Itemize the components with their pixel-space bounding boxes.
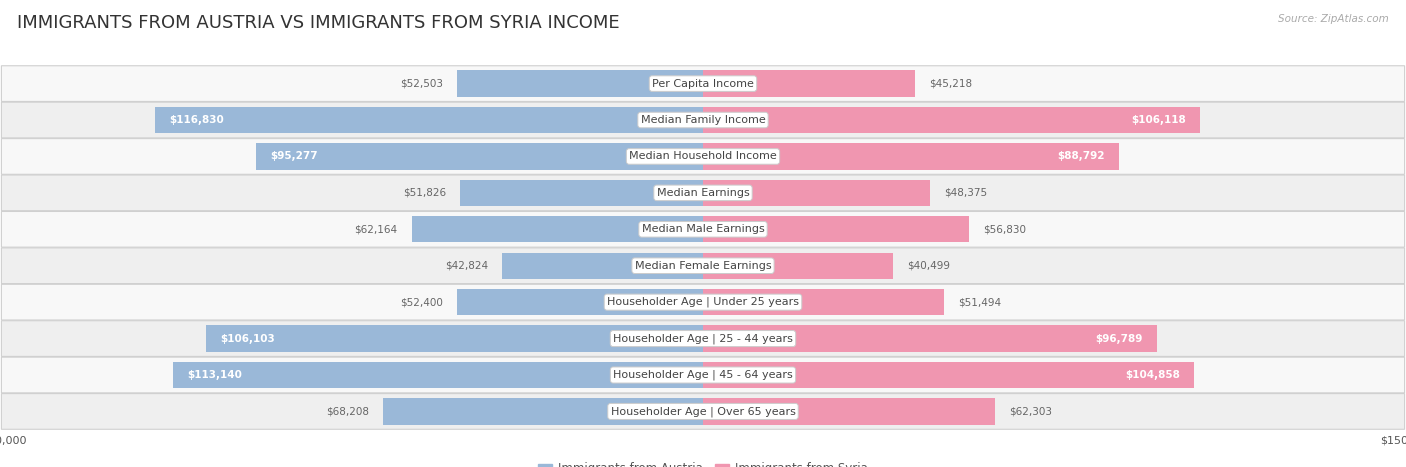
Bar	[502, 253, 703, 279]
FancyBboxPatch shape	[1, 321, 1405, 356]
Text: $48,375: $48,375	[943, 188, 987, 198]
FancyBboxPatch shape	[1, 357, 1405, 393]
Bar	[703, 362, 1195, 388]
Bar	[703, 398, 995, 425]
Text: Median Earnings: Median Earnings	[657, 188, 749, 198]
Text: $40,499: $40,499	[907, 261, 950, 271]
FancyBboxPatch shape	[1, 139, 1405, 174]
Text: IMMIGRANTS FROM AUSTRIA VS IMMIGRANTS FROM SYRIA INCOME: IMMIGRANTS FROM AUSTRIA VS IMMIGRANTS FR…	[17, 14, 620, 32]
Bar	[457, 289, 703, 315]
Text: Householder Age | Under 25 years: Householder Age | Under 25 years	[607, 297, 799, 307]
Text: Median Family Income: Median Family Income	[641, 115, 765, 125]
Bar	[256, 143, 703, 170]
Text: $52,400: $52,400	[401, 297, 443, 307]
Bar	[457, 71, 703, 97]
FancyBboxPatch shape	[1, 212, 1405, 247]
Text: $62,303: $62,303	[1010, 406, 1052, 417]
Text: Median Household Income: Median Household Income	[628, 151, 778, 162]
Text: $88,792: $88,792	[1057, 151, 1105, 162]
Text: $42,824: $42,824	[446, 261, 488, 271]
Text: Householder Age | 25 - 44 years: Householder Age | 25 - 44 years	[613, 333, 793, 344]
Bar	[460, 180, 703, 206]
FancyBboxPatch shape	[1, 175, 1405, 211]
Bar	[205, 325, 703, 352]
Bar	[156, 107, 703, 133]
Bar	[703, 325, 1157, 352]
Text: $106,118: $106,118	[1132, 115, 1187, 125]
FancyBboxPatch shape	[1, 394, 1405, 429]
Text: $106,103: $106,103	[219, 333, 274, 344]
Bar	[412, 216, 703, 242]
Text: Median Female Earnings: Median Female Earnings	[634, 261, 772, 271]
FancyBboxPatch shape	[1, 66, 1405, 101]
Text: Median Male Earnings: Median Male Earnings	[641, 224, 765, 234]
Text: $62,164: $62,164	[354, 224, 398, 234]
Bar	[703, 71, 915, 97]
Text: $51,494: $51,494	[959, 297, 1001, 307]
Text: $113,140: $113,140	[187, 370, 242, 380]
Text: $68,208: $68,208	[326, 406, 370, 417]
FancyBboxPatch shape	[1, 248, 1405, 283]
Text: $45,218: $45,218	[929, 78, 972, 89]
Text: Per Capita Income: Per Capita Income	[652, 78, 754, 89]
Text: $56,830: $56,830	[983, 224, 1026, 234]
Text: Householder Age | 45 - 64 years: Householder Age | 45 - 64 years	[613, 370, 793, 380]
Bar	[703, 107, 1201, 133]
FancyBboxPatch shape	[1, 284, 1405, 320]
Bar	[703, 253, 893, 279]
Text: $51,826: $51,826	[404, 188, 446, 198]
Text: $95,277: $95,277	[270, 151, 318, 162]
Text: Householder Age | Over 65 years: Householder Age | Over 65 years	[610, 406, 796, 417]
Text: Source: ZipAtlas.com: Source: ZipAtlas.com	[1278, 14, 1389, 24]
Bar	[703, 216, 969, 242]
Text: $96,789: $96,789	[1095, 333, 1143, 344]
Bar	[703, 289, 945, 315]
Text: $104,858: $104,858	[1125, 370, 1181, 380]
Text: $52,503: $52,503	[399, 78, 443, 89]
Legend: Immigrants from Austria, Immigrants from Syria: Immigrants from Austria, Immigrants from…	[533, 458, 873, 467]
Bar	[173, 362, 703, 388]
Text: $116,830: $116,830	[170, 115, 225, 125]
FancyBboxPatch shape	[1, 102, 1405, 138]
Bar	[703, 143, 1119, 170]
Bar	[384, 398, 703, 425]
Bar	[703, 180, 929, 206]
